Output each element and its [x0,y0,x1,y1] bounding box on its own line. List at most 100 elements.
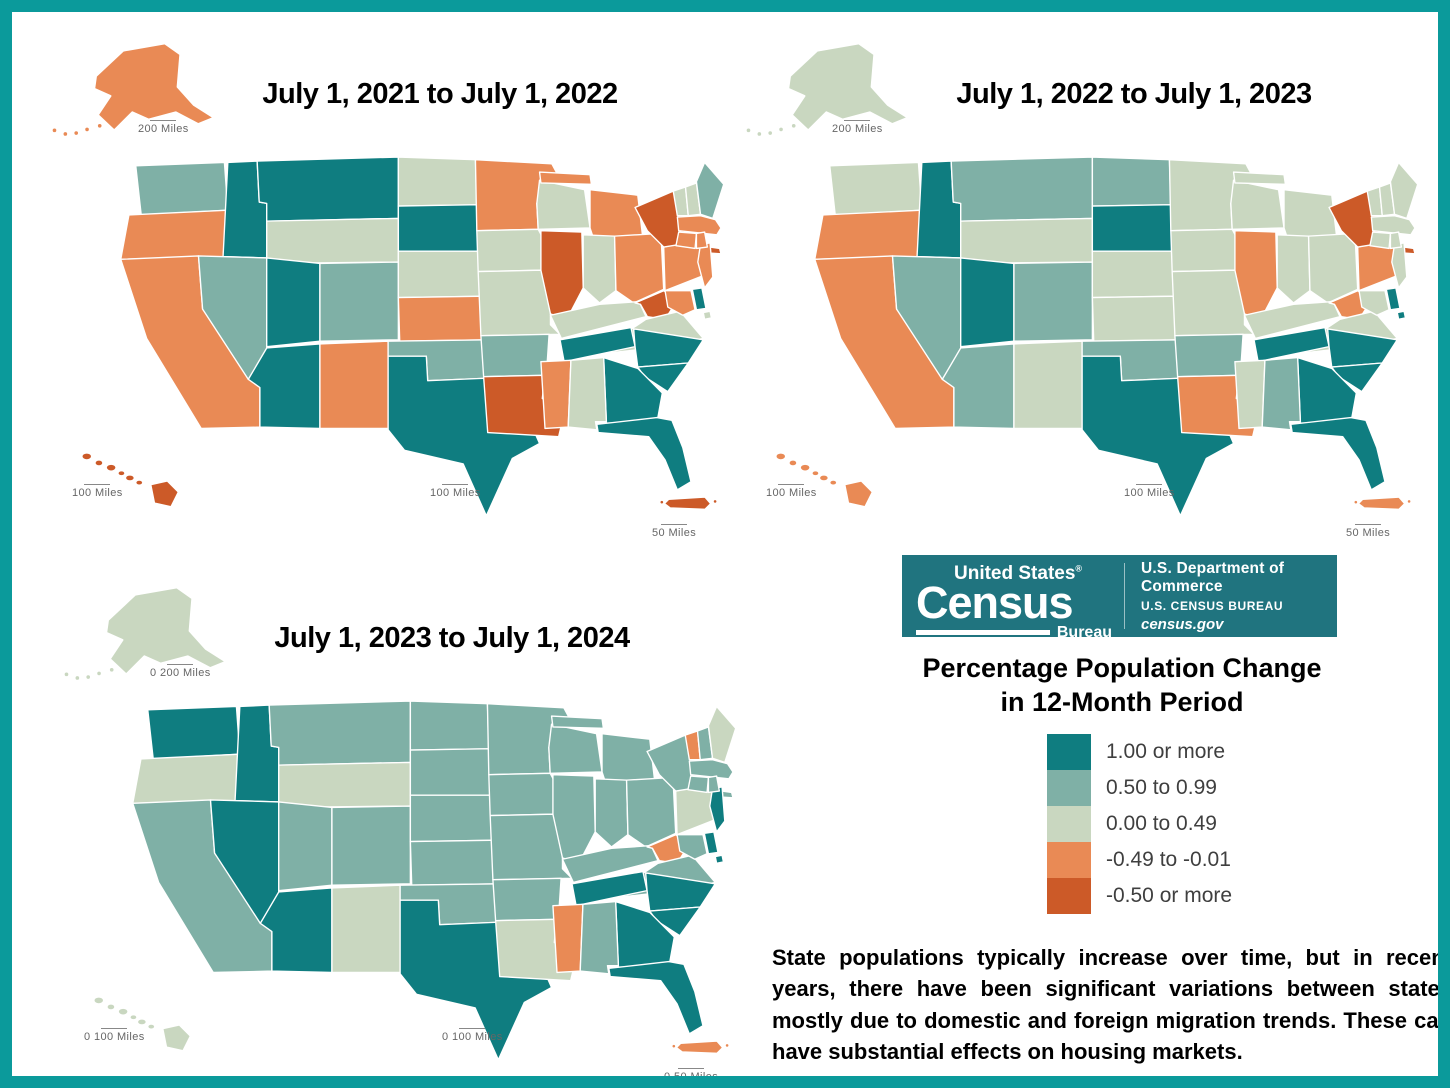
state-ks [409,839,502,886]
registered-mark-icon: ® [1075,563,1083,574]
hi-scale-label: 100 Miles [766,487,817,499]
state-sd [397,204,479,252]
legend-heading-line1: Percentage Population Change [922,653,1322,683]
state-nj [697,242,714,289]
census-bureau-logo: United States® Census Bureau U.S. Depart… [902,555,1337,641]
state-me [707,705,737,764]
state-ma [1370,214,1416,236]
state-ut [278,801,333,892]
state-hi [82,453,180,508]
state-co [1013,261,1094,342]
legend-swatch-medium-teal [1047,770,1091,806]
state-al [1261,356,1302,431]
legend-row: 1.00 or more [1047,734,1232,770]
map-2021-to-2022: July 1, 2021 to July 1, 2022 200 Miles [30,24,744,564]
puerto-rico-inset-map [660,496,717,511]
state-wa [135,161,229,216]
legend-swatch-light-green [1047,806,1091,842]
state-or [120,209,229,261]
logo-census: Census [916,577,1074,628]
legend-label: -0.49 to -0.01 [1106,848,1231,871]
ak-scale-label: 200 Miles [832,123,883,135]
state-dc [702,310,713,321]
state-al [579,900,620,975]
state-nd [397,156,478,207]
alaska-inset-map [64,586,227,680]
state-ak [746,42,909,136]
state-nd [1091,156,1172,207]
puerto-rico-inset-map [672,1040,729,1055]
legend-label: 1.00 or more [1106,740,1226,763]
state-fl [596,416,692,491]
state-wi [1230,179,1285,230]
state-de [691,287,707,311]
state-ia [1170,228,1243,273]
legend-label: 0.50 to 0.99 [1106,776,1217,799]
hawaii-scale-bar: 0 100 Miles [84,1028,145,1043]
state-or [132,753,241,805]
state-ak [52,42,215,136]
legend: 1.00 or more 0.50 to 0.99 0.00 to 0.49 -… [1047,734,1232,914]
state-in [582,234,617,304]
alaska-scale-bar: 200 Miles [832,120,883,135]
state-mt [268,700,412,766]
state-oh [625,776,677,848]
state-ar [1174,333,1244,378]
puerto-rico-scale-bar: 50 Miles [1346,524,1390,539]
pr-scale-label: 0 50 Miles [664,1071,719,1083]
state-ak [64,586,227,680]
logo-census-bureau-line: U.S. CENSUS BUREAU [1141,598,1284,613]
hawaii-inset-map [94,997,192,1052]
state-co [319,261,400,342]
hawaii-inset-map [776,453,874,508]
ak-scale-label: 0 200 Miles [150,667,211,679]
legend-heading-line2: in 12-Month Period [1000,686,1244,717]
continental-us-map [814,156,1419,517]
alaska-inset-map [746,42,909,136]
alaska-inset-map [52,42,215,136]
state-oh [1307,232,1359,304]
state-de [1385,287,1401,311]
gulf-scale-label: 100 Miles [1124,487,1175,499]
state-pr [660,496,717,511]
logo-united-states: United States [954,563,1076,584]
puerto-rico-scale-bar: 50 Miles [652,524,696,539]
legend-swatch-orange [1047,842,1091,878]
state-wy [960,217,1094,265]
state-ks [1091,295,1184,342]
map-title: July 1, 2023 to July 1, 2024 [274,622,630,655]
state-nj [1391,242,1408,289]
state-in [1276,234,1311,304]
state-ma [676,214,722,236]
gulf-scale-label: 0 100 Miles [442,1031,503,1043]
state-nm [1013,340,1083,430]
continental-us-map [120,156,725,517]
state-ia [488,772,561,817]
continental-us-map [132,700,737,1061]
state-sd [1091,204,1173,252]
state-fl [1290,416,1386,491]
state-ri [707,775,721,794]
state-de [703,831,719,855]
map-title: July 1, 2021 to July 1, 2022 [262,78,618,111]
state-in [594,778,629,848]
state-ri [695,231,709,250]
state-ks [397,295,490,342]
gulf-scale-bar: 0 100 Miles [442,1028,503,1043]
state-nm [319,340,389,430]
pr-scale-label: 50 Miles [652,527,697,539]
legend-label: 0.00 to 0.49 [1106,812,1217,835]
state-ne [1091,250,1182,299]
census-logo-department: U.S. Department of Commerce U.S. CENSUS … [1124,560,1337,633]
legend-row: 0.00 to 0.49 [1047,806,1232,842]
state-wa [829,161,923,216]
state-ut [960,257,1015,348]
footnote-text: State populations typically increase ove… [772,945,1450,1065]
hawaii-scale-bar: 100 Miles [766,484,817,499]
legend-row: -0.50 or more [1047,878,1232,914]
state-md [1358,290,1390,316]
state-me [695,161,725,220]
legend-swatch-dark-orange [1047,878,1091,914]
state-me [1389,161,1419,220]
state-ms [1234,359,1266,430]
